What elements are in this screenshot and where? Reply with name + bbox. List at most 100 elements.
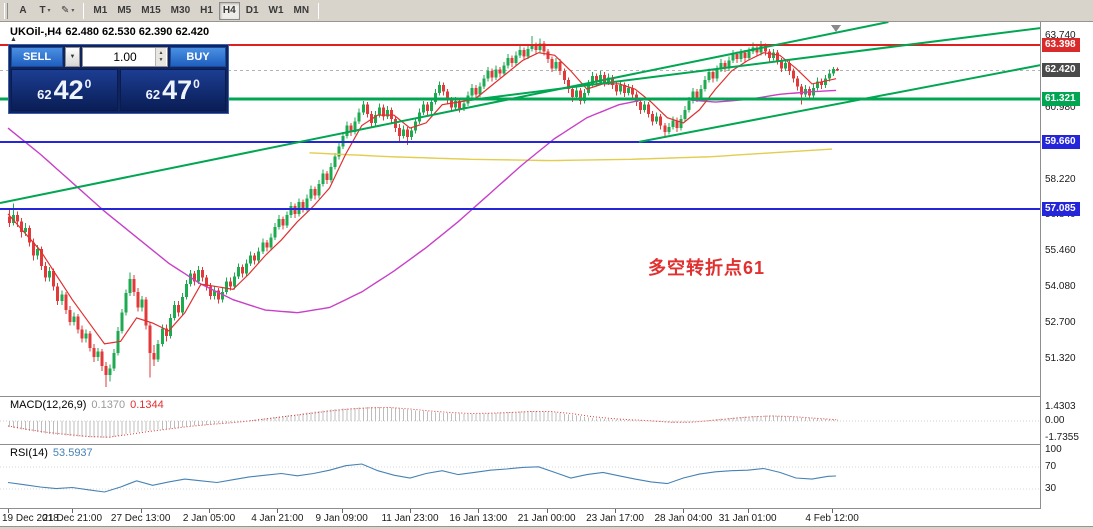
bid-point: 0 [84,77,92,91]
chart-ohlc-values: 62.480 62.530 62.390 62.420 [65,26,210,38]
one-click-trading-panel: SELL ▼ 1.00 ▲ ▼ BUY 62 42 0 62 47 0 [8,44,229,114]
time-tick [341,509,343,513]
rsi-label: RSI(14) 53.5937 [10,447,93,459]
macd-label: MACD(12,26,9) 0.1370 0.1344 [10,399,164,411]
timeframe-button-d1[interactable]: D1 [241,1,263,20]
price-axis-label: 58.220 [1045,173,1076,185]
time-axis-label: 19 Dec 2018 [2,513,59,524]
price-axis-label: 55.460 [1045,245,1076,257]
draw-tool-button[interactable]: ✎ ▾ [57,1,79,20]
chart-symbol-period: UKOil-,H4 [10,26,62,38]
toolbar-separator [318,2,320,19]
window-bottom-edge [0,526,1093,529]
time-axis-label: 28 Jan 04:00 [654,513,713,524]
text-annotation-tool-button[interactable]: A [13,1,33,20]
timeframe-button-h4[interactable]: H4 [218,1,240,20]
price-axis-label: 51.320 [1045,352,1076,364]
time-axis-label: 16 Jan 13:00 [449,513,508,524]
timeframe-button-group: M1 M5 M15 M30 H1 H4 D1 W1 MN [88,1,314,20]
time-tick [747,509,749,513]
time-tick [8,509,9,513]
price-line-tag: 61.321 [1042,91,1080,106]
time-tick [478,509,480,513]
timeframe-button-m5[interactable]: M5 [113,1,136,20]
rsi-axis-label: 100 [1045,444,1062,455]
macd-signal-value: 0.1344 [130,399,164,411]
timeframe-button-w1[interactable]: W1 [264,1,288,20]
pencil-icon: ✎ [61,5,70,16]
chevron-down-icon: ▼ [69,54,76,60]
pane-separator[interactable] [0,396,1093,397]
ask-integer: 62 [145,87,161,102]
chart-text-annotation: 多空转折点61 [648,258,766,278]
bid-pips: 42 [53,74,84,105]
price-axis-label: 60.980 [1045,101,1076,113]
time-tick [832,509,834,513]
time-axis-label: 11 Jan 23:00 [381,513,439,524]
toolbar-drag-handle[interactable] [4,2,8,19]
macd-main-value: 0.1370 [91,399,126,411]
volume-stepper[interactable]: ▲ ▼ [155,48,166,66]
timeframe-button-m30[interactable]: M30 [166,1,195,20]
chevron-down-icon: ▾ [71,8,75,14]
text-annotation-icon: A [19,5,27,16]
time-tick [410,509,411,513]
text-label-icon: T [39,5,46,16]
timeframe-button-mn[interactable]: MN [289,1,314,20]
time-tick [72,509,74,513]
time-axis-label: 21 Dec 21:00 [42,513,103,524]
price-line-tag: 62.420 [1042,63,1080,78]
bid-price[interactable]: 62 42 0 [11,69,118,111]
time-tick [140,509,142,513]
time-axis-label: 27 Dec 13:00 [110,513,171,524]
volume-down-arrow-icon[interactable]: ▼ [158,57,164,63]
timeframe-button-m1[interactable]: M1 [89,1,112,20]
time-axis-label: 23 Jan 17:00 [586,513,644,524]
time-tick [209,509,210,513]
time-axis-label: 2 Jan 05:00 [182,513,236,524]
price-axis-label: 63.740 [1045,30,1076,42]
price-axis[interactable]: 63.74062.36060.98059.60058.22056.84055.4… [1041,22,1093,525]
rsi-axis-label: 30 [1045,483,1057,495]
time-axis-label: 4 Feb 12:00 [805,513,859,524]
rsi-value: 53.5937 [52,447,93,459]
ask-price[interactable]: 62 47 0 [119,69,226,111]
toolbar: A T ▾ ✎ ▾ M1 M5 M15 M30 H1 H4 D1 W1 MN [0,0,1093,22]
order-options-dropdown[interactable]: ▼ [65,47,80,67]
rsi-axis-label: 70 [1045,460,1057,472]
rsi-indicator-canvas[interactable] [0,445,1041,508]
macd-name: MACD(12,26,9) [10,399,87,411]
buy-button[interactable]: BUY [170,47,226,67]
bid-integer: 62 [37,87,52,102]
time-axis[interactable]: 19 Dec 2018 21 Dec 21:00 27 Dec 13:00 2 Jan… [0,509,1041,526]
time-axis-label: 9 Jan 09:00 [315,513,368,524]
volume-value: 1.00 [113,50,137,64]
price-line-tag: 57.085 [1042,202,1080,217]
pane-separator[interactable] [0,508,1093,509]
text-label-tool-button[interactable]: T ▾ [35,1,55,20]
rsi-name: RSI(14) [10,447,48,459]
price-line-tag: 59.660 [1042,135,1080,150]
ask-point: 0 [193,77,200,91]
price-chart-canvas[interactable] [0,22,1041,396]
time-axis-label: 31 Jan 01:00 [718,513,777,524]
time-tick [277,509,279,513]
price-line-tag: 63.398 [1042,37,1080,52]
macd-axis-label: 0.00 [1045,415,1065,426]
time-tick [546,509,548,513]
price-axis-label: 52.700 [1045,317,1076,329]
toolbar-separator [83,2,85,19]
panel-collapse-arrow-icon[interactable]: ▲ [10,36,17,43]
price-axis-label: 54.080 [1045,281,1076,293]
macd-axis-label: 1.4303 [1045,400,1076,412]
timeframe-button-h1[interactable]: H1 [196,1,217,20]
volume-input[interactable]: 1.00 ▲ ▼ [82,47,168,67]
time-tick [615,509,617,513]
pane-separator[interactable] [0,444,1093,445]
macd-indicator-canvas[interactable] [0,397,1041,444]
timeframe-button-m15[interactable]: M15 [137,1,165,20]
sell-button[interactable]: SELL [11,47,63,67]
chart-title: UKOil-,H4 62.480 62.530 62.390 62.420 [10,26,213,38]
volume-up-arrow-icon[interactable]: ▲ [158,50,164,56]
